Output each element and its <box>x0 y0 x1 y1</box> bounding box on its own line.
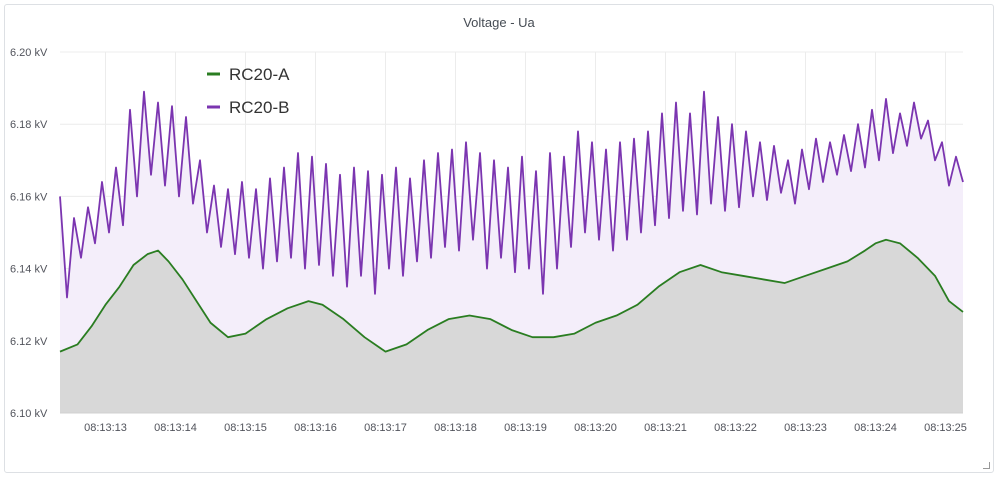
y-tick-label: 6.16 kV <box>10 191 48 203</box>
y-tick-label: 6.14 kV <box>10 264 48 276</box>
x-tick-label: 08:13:23 <box>784 422 827 434</box>
x-tick-label: 08:13:19 <box>504 422 547 434</box>
resize-handle[interactable] <box>983 462 990 469</box>
series-area-rc20-a <box>60 239 963 413</box>
x-tick-label: 08:13:24 <box>854 422 897 434</box>
x-tick-label: 08:13:16 <box>294 422 337 434</box>
x-tick-label: 08:13:20 <box>574 422 617 434</box>
y-tick-label: 6.18 kV <box>10 119 48 131</box>
x-tick-label: 08:13:18 <box>434 422 477 434</box>
series-line-rc20-b <box>59 90 964 299</box>
x-tick-label: 08:13:14 <box>154 422 197 434</box>
panel-title: Voltage - Ua <box>463 15 535 30</box>
series-line-rc20-a <box>59 238 964 353</box>
x-tick-label: 08:13:22 <box>714 422 757 434</box>
x-tick-label: 08:13:17 <box>364 422 407 434</box>
y-tick-label: 6.10 kV <box>10 408 48 420</box>
y-tick-label: 6.12 kV <box>10 336 48 348</box>
legend-label: RC20-B <box>229 98 289 117</box>
x-tick-label: 08:13:21 <box>644 422 687 434</box>
x-tick-label: 08:13:13 <box>84 422 127 434</box>
y-tick-label: 6.20 kV <box>10 47 48 59</box>
legend-label: RC20-A <box>229 65 290 84</box>
x-tick-label: 08:13:15 <box>224 422 267 434</box>
x-tick-label: 08:13:25 <box>924 422 967 434</box>
